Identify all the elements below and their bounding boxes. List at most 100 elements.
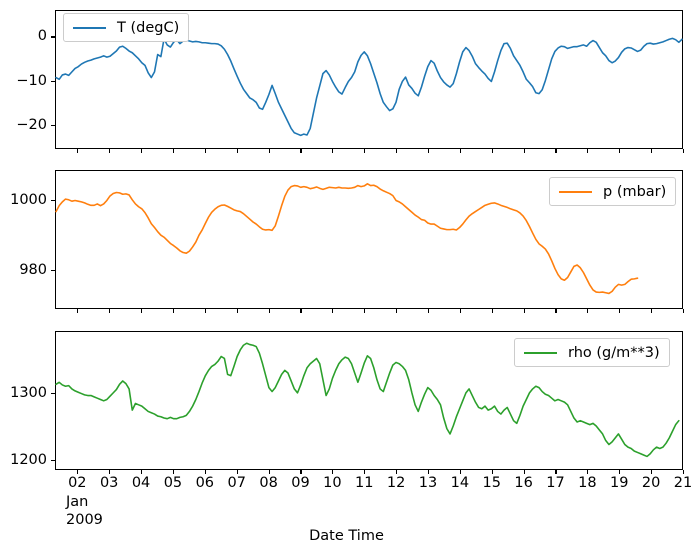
- x-tick-label: 14: [450, 475, 470, 491]
- x-tick-label: 04: [131, 475, 151, 491]
- x-tick-mark: [523, 149, 525, 153]
- x-tick-mark: [651, 309, 653, 313]
- x-tick-label: 13: [418, 475, 438, 491]
- x-tick-label: 02: [68, 475, 87, 491]
- x-tick-mark: [236, 149, 238, 153]
- x-tick-mark: [141, 149, 143, 153]
- legend-label-density: rho (g/m**3): [568, 344, 660, 361]
- legend-pressure[interactable]: p (mbar): [549, 177, 677, 206]
- x-tick-label: 21: [673, 475, 693, 491]
- x-tick-mark: [491, 149, 493, 153]
- density-line-plot: [55, 342, 680, 458]
- x-tick-mark: [683, 470, 685, 474]
- y-tick-label: 1000: [10, 191, 47, 208]
- axes-temperature: [55, 10, 683, 149]
- x-tick-mark: [619, 149, 621, 153]
- x-tick-mark: [172, 309, 175, 313]
- temperature-line-plot: [55, 37, 683, 137]
- x-tick-mark: [109, 470, 111, 474]
- x-tick-mark: [396, 470, 398, 474]
- y-tick-label: 1200: [10, 451, 47, 468]
- legend-density[interactable]: rho (g/m**3): [514, 338, 670, 367]
- axes-pressure: [55, 170, 683, 309]
- x-tick-mark: [364, 309, 366, 313]
- x-tick-mark: [523, 309, 525, 313]
- x-axis-title: Date Time: [309, 528, 384, 544]
- x-tick-mark: [427, 470, 430, 474]
- x-tick-mark: [651, 149, 653, 153]
- x-tick-mark: [268, 470, 270, 474]
- x-tick-mark: [141, 470, 143, 474]
- x-tick-year-label: 2009: [66, 512, 103, 528]
- x-tick-label: 18: [578, 475, 597, 491]
- x-tick-label: 08: [259, 475, 278, 491]
- x-tick-label: 19: [610, 475, 629, 491]
- x-tick-label: 07: [227, 475, 246, 491]
- x-tick-label: 15: [482, 475, 501, 491]
- x-tick-mark: [172, 149, 175, 153]
- x-tick-mark: [587, 309, 589, 313]
- x-tick-label: 16: [514, 475, 533, 491]
- x-tick-mark: [172, 470, 175, 474]
- x-tick-mark: [268, 149, 270, 153]
- x-tick-label: 10: [323, 475, 342, 491]
- x-tick-mark: [427, 309, 430, 313]
- x-tick-mark: [364, 149, 366, 153]
- x-tick-label: 17: [546, 475, 565, 491]
- x-tick-mark: [236, 309, 238, 313]
- x-tick-mark: [204, 309, 206, 313]
- y-tick-label: −10: [16, 72, 47, 89]
- x-tick-label: 20: [641, 475, 661, 491]
- x-tick-label: 09: [291, 475, 310, 491]
- legend-temperature[interactable]: T (degC): [63, 13, 190, 42]
- pressure-series: [55, 183, 639, 295]
- x-tick-mark: [555, 149, 557, 153]
- x-tick-mark: [268, 309, 270, 313]
- legend-swatch-pressure: [559, 190, 592, 193]
- x-tick-mark: [300, 309, 302, 313]
- y-tick-mark: [51, 124, 55, 126]
- x-tick-mark: [459, 149, 461, 153]
- x-tick-mark: [332, 470, 334, 474]
- x-tick-mark: [555, 309, 557, 313]
- x-tick-mark: [109, 309, 111, 313]
- x-tick-mark: [523, 470, 525, 474]
- x-tick-mark: [396, 309, 398, 313]
- x-tick-label: 11: [354, 475, 374, 491]
- axes-density: [55, 331, 683, 470]
- legend-label-pressure: p (mbar): [603, 183, 667, 200]
- x-tick-mark: [651, 470, 653, 474]
- pressure-line-plot: [55, 183, 639, 295]
- x-tick-mark: [300, 149, 302, 153]
- x-tick-mark: [491, 309, 493, 313]
- temperature-series: [55, 37, 683, 137]
- x-tick-mark: [459, 309, 461, 313]
- x-tick-mark: [587, 470, 589, 474]
- x-tick-mark: [204, 470, 206, 474]
- x-tick-mark: [109, 149, 111, 153]
- y-tick-label: 1300: [10, 384, 47, 401]
- x-tick-mark: [300, 470, 302, 474]
- x-tick-mark: [396, 149, 398, 153]
- x-tick-month-label: Jan: [66, 494, 89, 510]
- x-tick-mark: [619, 470, 621, 474]
- x-tick-mark: [141, 309, 143, 313]
- legend-swatch-temperature: [73, 26, 106, 29]
- x-tick-label: 06: [195, 475, 215, 491]
- density-series: [55, 342, 680, 458]
- x-tick-mark: [683, 149, 685, 153]
- y-tick-mark: [51, 270, 55, 272]
- legend-label-temperature: T (degC): [117, 19, 180, 36]
- x-tick-mark: [77, 470, 79, 474]
- x-tick-label: 12: [386, 475, 406, 491]
- y-tick-label: 980: [19, 262, 47, 279]
- y-tick-mark: [51, 80, 55, 82]
- y-tick-mark: [51, 199, 55, 201]
- x-tick-mark: [491, 470, 493, 474]
- y-tick-label: −20: [16, 116, 47, 133]
- x-tick-mark: [332, 149, 334, 153]
- x-tick-label: 05: [163, 475, 183, 491]
- y-tick-mark: [51, 392, 55, 394]
- x-tick-mark: [619, 309, 621, 313]
